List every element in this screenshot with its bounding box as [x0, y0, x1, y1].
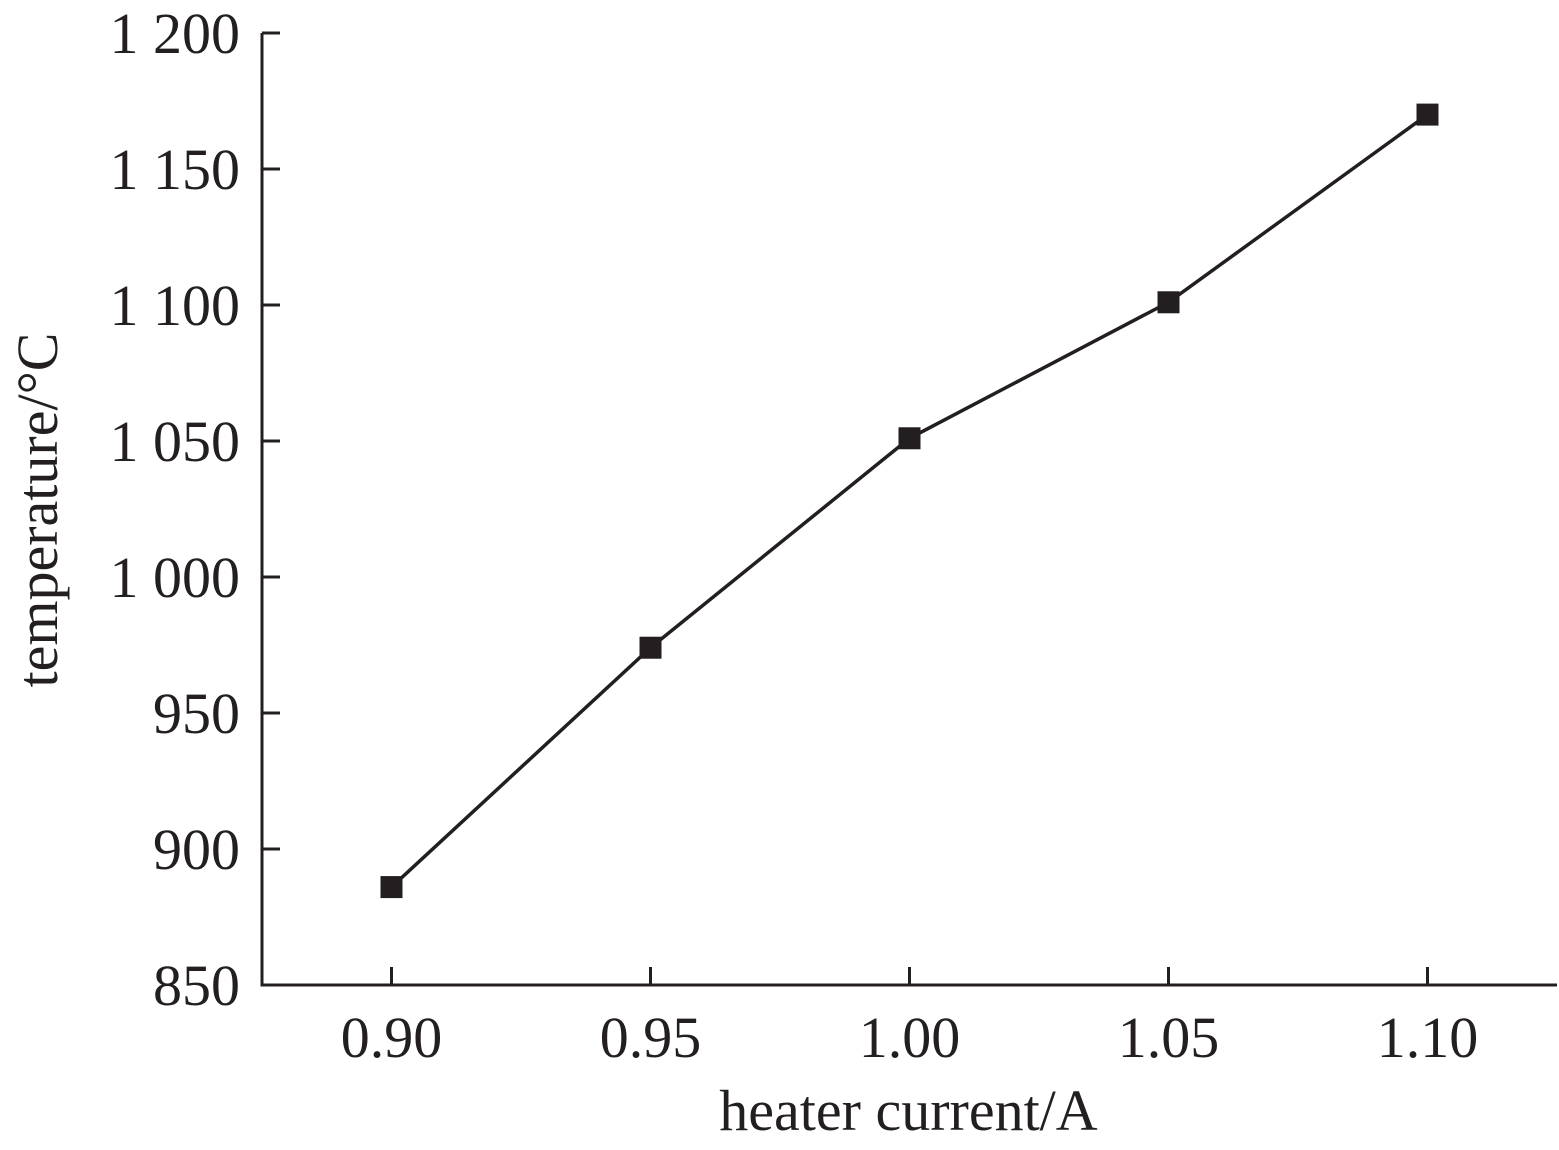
y-tick-label: 1 200 — [110, 1, 241, 66]
y-tick-label: 900 — [153, 817, 240, 882]
x-tick-label: 1.00 — [859, 1005, 961, 1070]
y-tick-label: 950 — [153, 681, 240, 746]
y-tick-label: 1 150 — [110, 137, 241, 202]
x-tick-label: 0.95 — [600, 1005, 702, 1070]
x-tick-label: 0.90 — [341, 1005, 443, 1070]
y-axis-ticks: 850 900 950 1 000 1 050 1 100 1 150 1 200 — [110, 1, 280, 1018]
data-point-marker — [1416, 103, 1439, 126]
axes-frame — [260, 33, 1557, 987]
y-axis-title: temperature/°C — [5, 333, 70, 688]
y-tick-label: 1 100 — [110, 273, 241, 338]
y-tick-label: 850 — [153, 953, 240, 1018]
data-series — [380, 103, 1439, 899]
series-line — [390, 113, 1429, 889]
data-point-marker — [639, 636, 662, 659]
x-tick-label: 1.10 — [1377, 1005, 1479, 1070]
y-tick-label: 1 000 — [110, 545, 241, 610]
data-point-marker — [380, 876, 403, 899]
data-point-marker — [898, 427, 921, 450]
data-point-marker — [1157, 291, 1180, 314]
x-axis-title: heater current/A — [719, 1078, 1098, 1143]
x-tick-label: 1.05 — [1118, 1005, 1220, 1070]
y-tick-label: 1 050 — [110, 409, 241, 474]
x-axis-ticks: 0.90 0.95 1.00 1.05 1.10 — [341, 967, 1479, 1070]
